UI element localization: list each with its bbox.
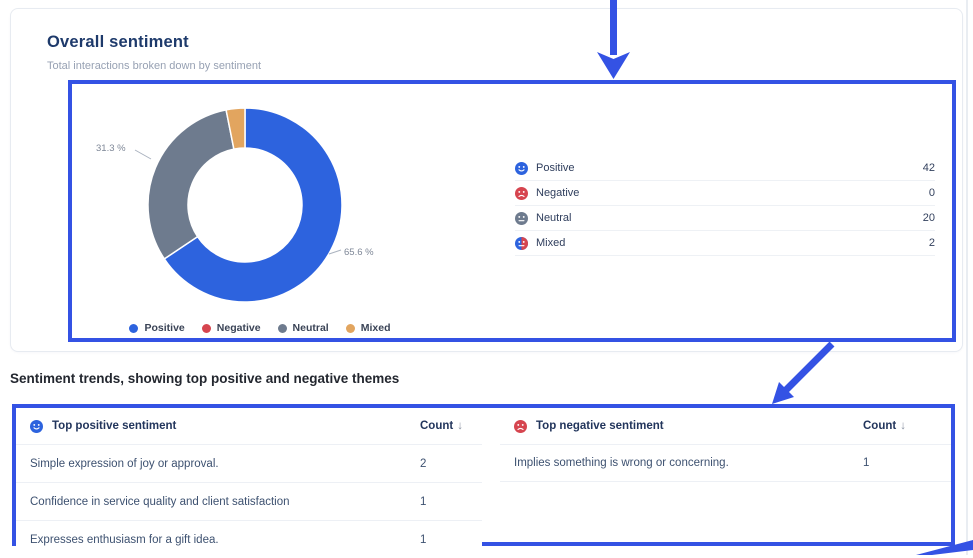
legend-label: Mixed (360, 322, 391, 334)
count-label: Count (420, 420, 454, 432)
count-cell: 2 (420, 457, 427, 470)
sentiment-donut-chart[interactable] (145, 105, 345, 305)
annotation-box-chart (68, 80, 956, 342)
summary-value: 20 (922, 212, 935, 224)
table-header-label: Top negative sentiment (536, 420, 664, 432)
card-title: Overall sentiment (47, 33, 189, 51)
table-header-label: Top positive sentiment (52, 420, 177, 432)
table-row[interactable]: Confidence in service quality and client… (16, 482, 482, 520)
list-item[interactable]: Neutral 20 (515, 206, 935, 231)
card-subtitle: Total interactions broken down by sentim… (47, 60, 262, 72)
table-row[interactable]: Expresses enthusiasm for a gift idea. 1 (16, 520, 482, 558)
summary-value: 0 (928, 187, 935, 199)
legend-item-positive[interactable]: Positive (129, 322, 185, 334)
annotation-arrow-partial-icon (916, 540, 973, 555)
positive-face-icon (30, 419, 43, 433)
count-label: Count (863, 420, 897, 432)
sentiment-summary-list: Positive 42 Negative 0 Neutral 20 Mixed … (515, 156, 935, 256)
theme-cell: Confidence in service quality and client… (30, 495, 290, 508)
summary-label: Neutral (536, 212, 572, 224)
negative-dot-icon (201, 323, 211, 333)
annotation-box-tables (12, 404, 955, 546)
positive-face-icon (515, 161, 528, 175)
negative-face-icon (514, 419, 527, 433)
sort-desc-icon: ↓ (900, 420, 906, 432)
negative-face-icon (515, 186, 528, 200)
table-row[interactable]: Simple expression of joy or approval. 2 (16, 444, 482, 482)
positive-tick-line (328, 249, 342, 255)
legend-item-mixed[interactable]: Mixed (345, 322, 391, 334)
list-item[interactable]: Mixed 2 (515, 231, 935, 256)
summary-label: Positive (536, 162, 575, 174)
theme-cell: Simple expression of joy or approval. (30, 457, 219, 470)
top-negative-sentiment-table: Top negative sentiment Count ↓ Implies so… (500, 408, 951, 482)
count-cell: 1 (420, 533, 427, 546)
annotation-arrow-diagonal-icon (772, 342, 835, 404)
summary-label: Negative (536, 187, 580, 199)
scrollbar-track[interactable] (966, 0, 968, 555)
legend-label: Neutral (292, 322, 329, 334)
summary-label: Mixed (536, 237, 566, 249)
donut-legend: Positive Negative Neutral Mixed (120, 320, 400, 336)
mixed-dot-icon (345, 323, 355, 333)
count-column-header[interactable]: Count ↓ (863, 420, 951, 432)
count-cell: 1 (420, 495, 427, 508)
positive-dot-icon (129, 323, 139, 333)
sort-desc-icon: ↓ (457, 420, 463, 432)
neutral-dot-icon (277, 323, 287, 333)
top-positive-sentiment-table: Top positive sentiment Count ↓ Simple exp… (16, 408, 482, 558)
positive-percent-label: 65.6 % (344, 247, 374, 258)
count-column-header[interactable]: Count ↓ (420, 420, 482, 432)
table-header-row: Top positive sentiment Count ↓ (16, 408, 482, 444)
neutral-face-icon (515, 211, 528, 225)
list-item[interactable]: Positive 42 (515, 156, 935, 181)
neutral-tick-line (134, 149, 152, 160)
summary-value: 42 (922, 162, 935, 174)
theme-cell: Expresses enthusiasm for a gift idea. (30, 533, 219, 546)
legend-label: Negative (216, 322, 261, 334)
legend-label: Positive (144, 322, 185, 334)
mixed-face-icon (515, 236, 528, 250)
table-row[interactable]: Implies something is wrong or concerning… (500, 444, 951, 482)
donut-svg (147, 107, 343, 303)
summary-value: 2 (928, 237, 935, 249)
theme-cell: Implies something is wrong or concerning… (514, 457, 729, 469)
list-item[interactable]: Negative 0 (515, 181, 935, 206)
count-cell: 1 (863, 457, 870, 469)
neutral-percent-label: 31.3 % (96, 143, 126, 154)
table-header-row: Top negative sentiment Count ↓ (500, 408, 951, 444)
legend-item-negative[interactable]: Negative (201, 322, 261, 334)
legend-item-neutral[interactable]: Neutral (277, 322, 329, 334)
trends-section-title: Sentiment trends, showing top positive a… (10, 371, 400, 386)
annotation-arrow-down-icon (597, 0, 630, 79)
